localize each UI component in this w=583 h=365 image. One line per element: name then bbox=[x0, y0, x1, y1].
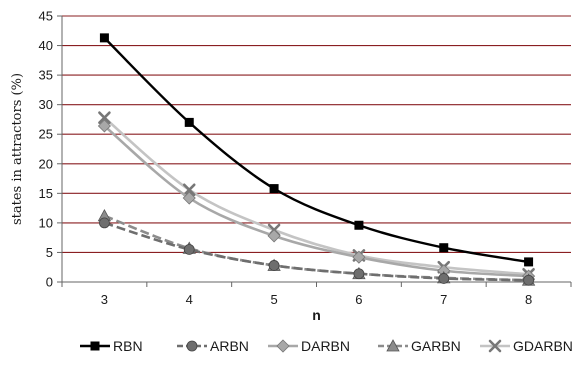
point-gdarbn-4 bbox=[182, 183, 196, 197]
y-tick-label: 45 bbox=[39, 9, 53, 24]
point-darbn-5 bbox=[267, 229, 281, 243]
series-gdarbn bbox=[98, 111, 535, 281]
y-tick-label: 40 bbox=[39, 38, 53, 53]
legend-label: GDARBN bbox=[513, 338, 573, 354]
x-tick-label: 3 bbox=[101, 292, 108, 307]
point-arbn-3 bbox=[99, 217, 110, 229]
point-rbn-4 bbox=[184, 117, 194, 127]
legend-label: DARBN bbox=[301, 338, 350, 354]
x-tick-label: 7 bbox=[440, 292, 447, 307]
y-tick-label: 15 bbox=[39, 186, 53, 201]
series-layer bbox=[97, 33, 536, 286]
series-darbn bbox=[97, 119, 536, 283]
point-rbn-5 bbox=[269, 184, 279, 194]
point-darbn-4 bbox=[182, 191, 196, 205]
legend-marker bbox=[386, 339, 400, 352]
series-line-rbn bbox=[103, 37, 529, 264]
x-axis-title: n bbox=[312, 307, 321, 323]
series-line-gdarbn bbox=[103, 116, 529, 276]
point-rbn-8 bbox=[524, 257, 534, 267]
y-tick-label: 10 bbox=[39, 215, 53, 230]
y-tick-label: 25 bbox=[39, 127, 53, 142]
series-rbn bbox=[99, 33, 534, 267]
legend-marker bbox=[90, 341, 100, 351]
grid-layer bbox=[62, 15, 571, 253]
y-tick-label: 30 bbox=[39, 97, 53, 112]
point-rbn-7 bbox=[439, 243, 449, 253]
point-darbn-3 bbox=[97, 119, 111, 133]
point-darbn-6 bbox=[352, 250, 366, 264]
legend-marker bbox=[186, 340, 198, 352]
x-tick-label: 6 bbox=[355, 292, 362, 307]
point-arbn-6 bbox=[353, 268, 365, 280]
legend-label: RBN bbox=[113, 338, 143, 354]
point-arbn-4 bbox=[183, 244, 195, 255]
x-tick-label: 5 bbox=[270, 292, 277, 307]
point-arbn-8 bbox=[523, 274, 534, 286]
point-arbn-5 bbox=[268, 260, 280, 271]
y-tick-label: 20 bbox=[39, 156, 53, 171]
y-tick-label: 35 bbox=[39, 68, 53, 83]
legend-item-gdarbn: GDARBN bbox=[480, 338, 573, 354]
y-axis-title: states in attractors (%) bbox=[10, 73, 25, 225]
y-tick-label: 5 bbox=[46, 245, 53, 260]
legend-item-darbn: DARBN bbox=[268, 338, 350, 354]
legend: RBN ARBN DARBN GARBN GDARBN bbox=[80, 338, 573, 354]
x-tick-label: 4 bbox=[186, 292, 193, 307]
legend-item-garbn: GARBN bbox=[378, 338, 461, 354]
legend-marker bbox=[488, 339, 502, 353]
legend-label: GARBN bbox=[411, 338, 461, 354]
legend-item-rbn: RBN bbox=[80, 338, 143, 354]
point-arbn-7 bbox=[438, 273, 450, 284]
point-rbn-3 bbox=[99, 33, 109, 43]
legend-marker bbox=[276, 339, 290, 353]
y-tick-label: 0 bbox=[46, 275, 53, 290]
series-arbn bbox=[99, 217, 534, 286]
legend-item-arbn: ARBN bbox=[177, 338, 249, 354]
point-gdarbn-3 bbox=[98, 111, 111, 124]
series-line-darbn bbox=[103, 124, 529, 278]
x-tick-label: 8 bbox=[525, 292, 532, 307]
series-line-arbn bbox=[104, 221, 529, 282]
point-rbn-6 bbox=[354, 220, 364, 230]
legend-label: ARBN bbox=[210, 338, 249, 354]
